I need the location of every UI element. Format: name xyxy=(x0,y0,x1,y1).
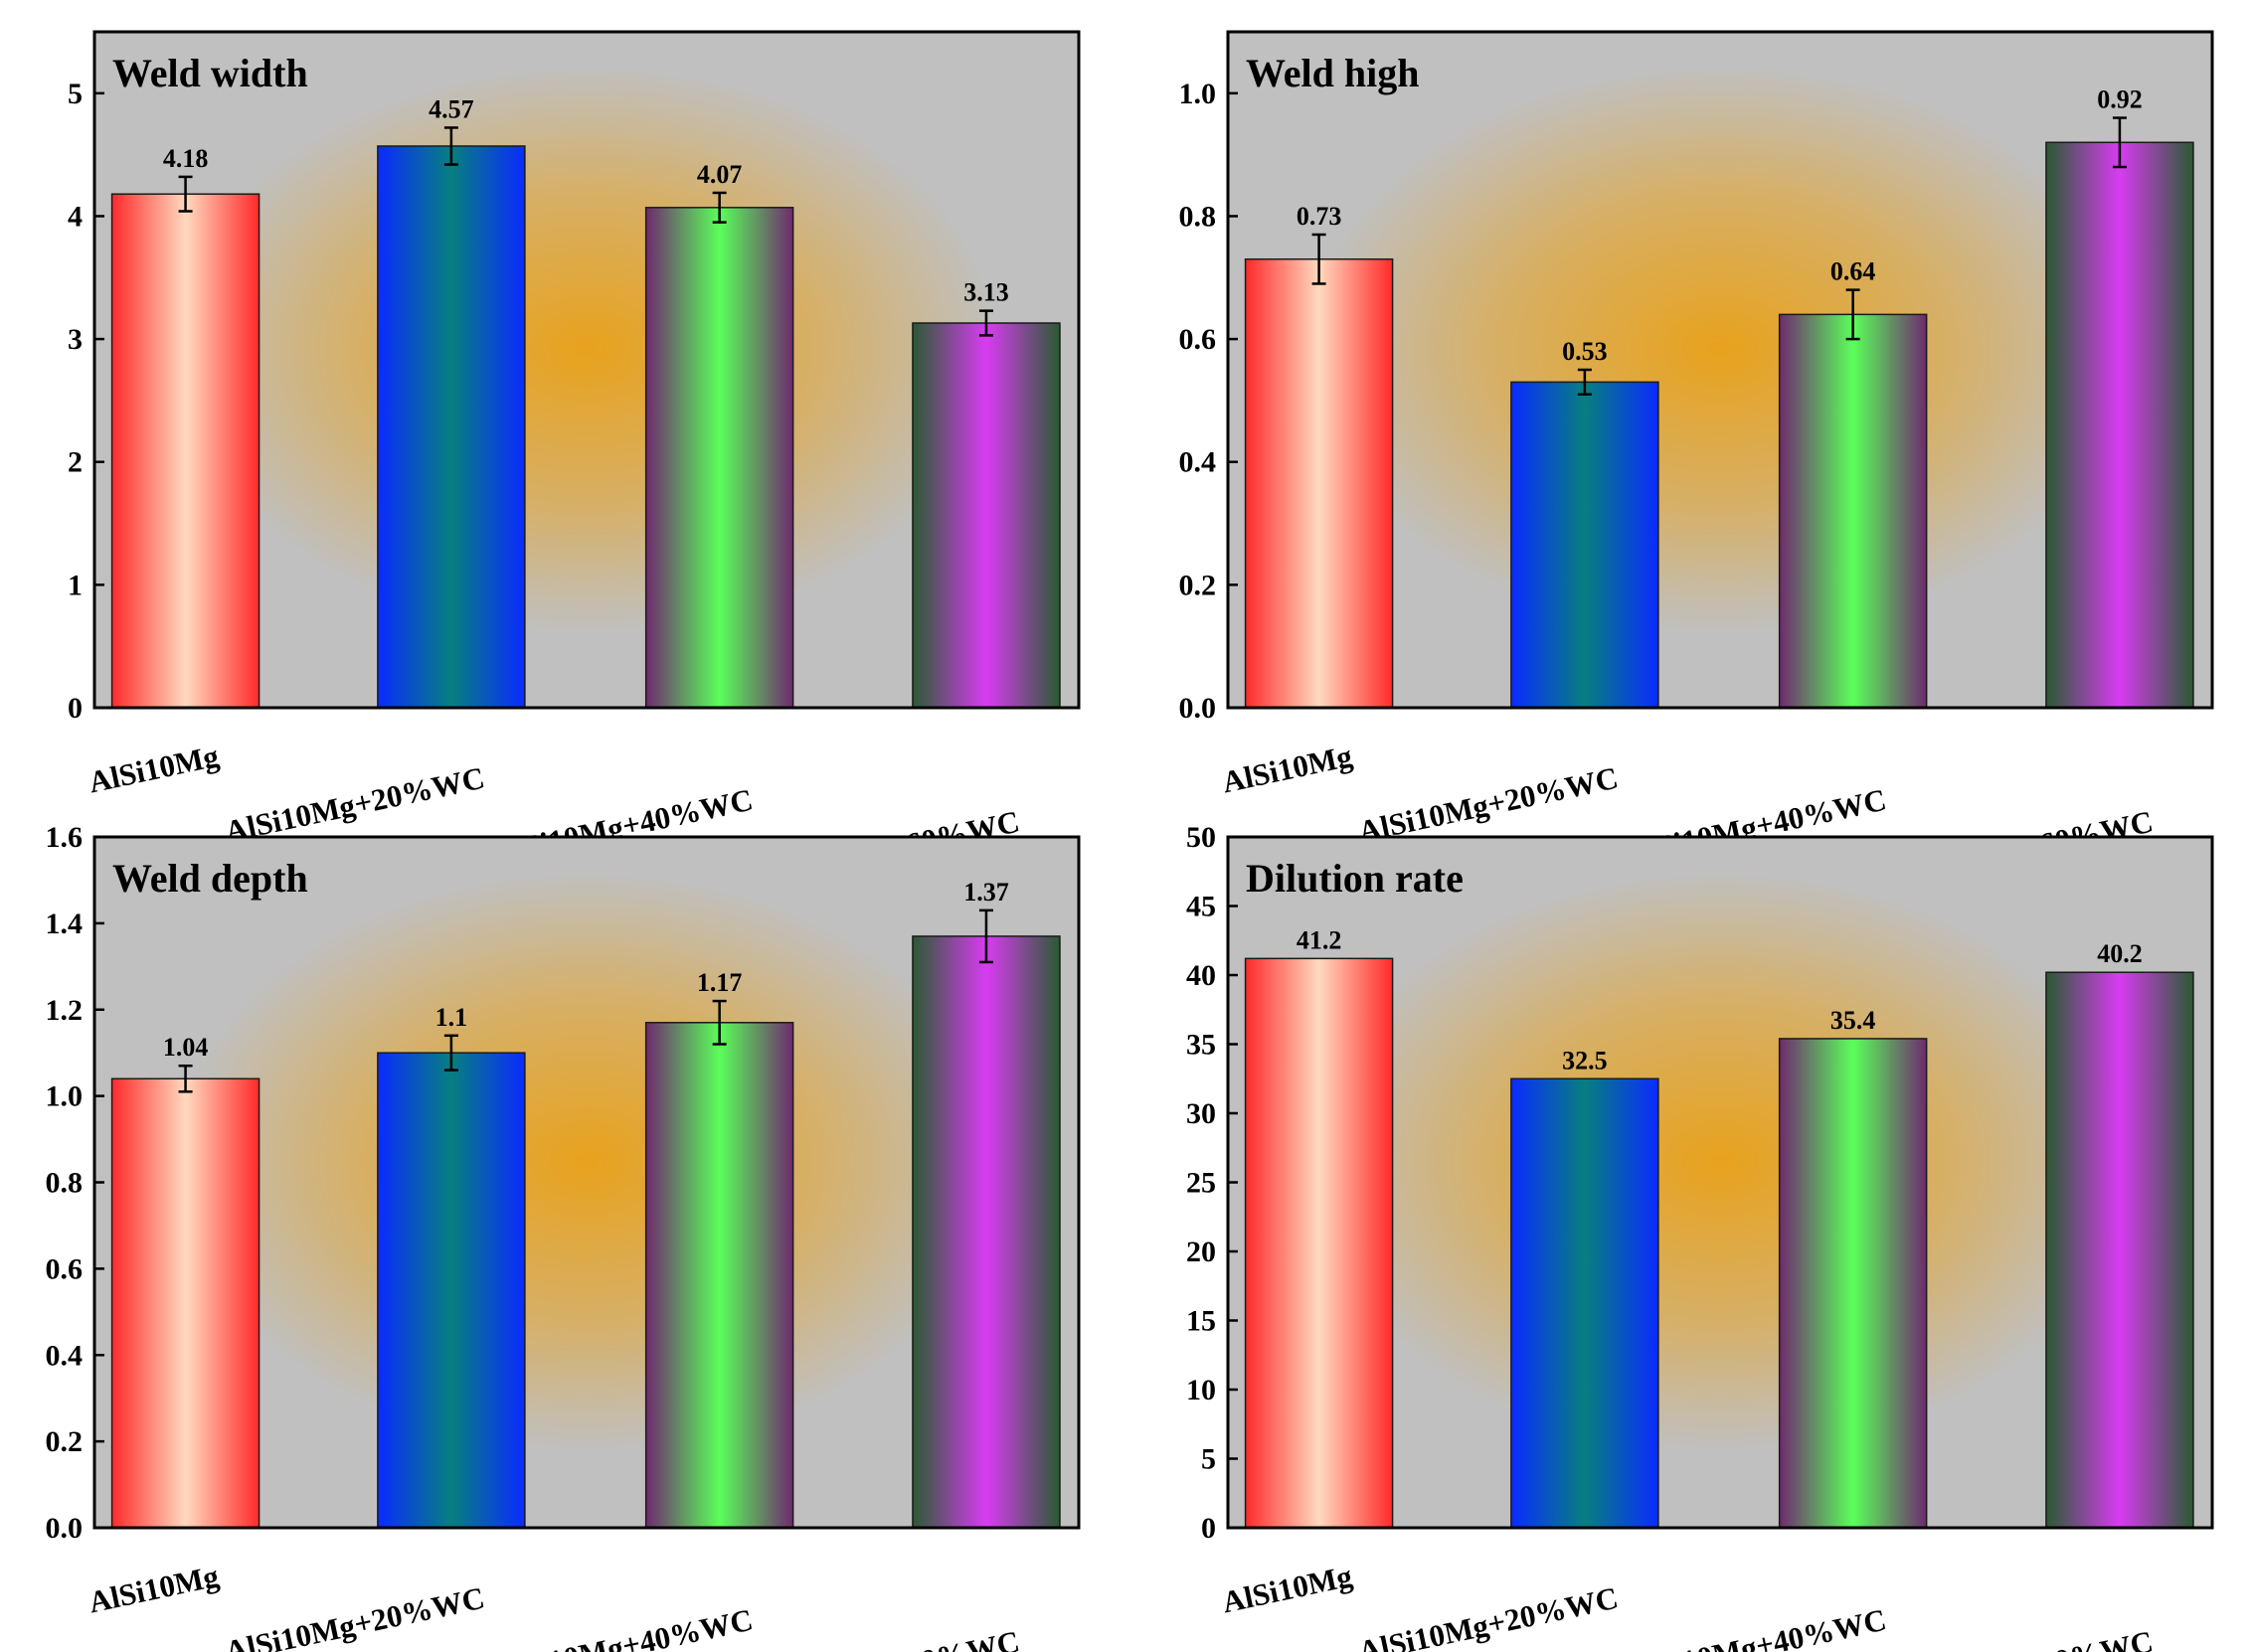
bar-1 xyxy=(110,193,260,709)
y-tick-label: 0 xyxy=(1201,1512,1216,1545)
plot-frame xyxy=(1226,30,2214,710)
bar-3 xyxy=(644,207,794,709)
value-label: 1.17 xyxy=(697,968,743,997)
value-label: 0.53 xyxy=(1562,337,1608,366)
y-tick-label: 0.8 xyxy=(1179,200,1217,233)
category-label: AlSi10Mg xyxy=(1219,1559,1355,1620)
bar-4 xyxy=(2045,141,2194,709)
value-label: 0.64 xyxy=(1830,257,1876,286)
y-tick-label: 2 xyxy=(68,446,83,479)
bar-4 xyxy=(912,322,1061,709)
category-label: AlSi10Mg+40%WC xyxy=(490,1602,756,1652)
background-glow xyxy=(173,871,1000,1452)
y-tick-label: 20 xyxy=(1186,1236,1216,1268)
panel-1: 4.18 4.57 4.07 3.13 0 1 2 3 4 5 Weld width AlSi10Mg… xyxy=(68,30,1081,893)
y-tick-label: 0.0 xyxy=(1179,692,1217,725)
y-tick-label: 0.6 xyxy=(1179,323,1217,356)
y-tick-label: 5 xyxy=(1201,1443,1216,1476)
category-label: AlSi10Mg+60%WC xyxy=(757,1624,1022,1652)
y-tick-label: 0.4 xyxy=(1179,446,1217,479)
background-glow xyxy=(173,66,1000,634)
panel-title: Dilution rate xyxy=(1246,856,1464,901)
panel-3: 1.04 1.1 1.17 1.37 0.0 0.2 0.4 0.6 0.8 1.0 1.2 1.4 1… xyxy=(46,821,1081,1652)
bar-1 xyxy=(110,1077,260,1529)
y-tick-label: 10 xyxy=(1186,1374,1216,1406)
background-glow xyxy=(1306,871,2134,1452)
y-tick-label: 0.2 xyxy=(46,1425,84,1458)
bar-2 xyxy=(377,145,526,709)
bar-2 xyxy=(1510,381,1659,709)
value-label: 0.73 xyxy=(1297,202,1342,231)
y-tick-label: 40 xyxy=(1186,959,1216,992)
category-label: AlSi10Mg+20%WC xyxy=(222,1580,487,1652)
panel-title: Weld width xyxy=(112,51,308,95)
y-tick-label: 0.8 xyxy=(46,1167,84,1200)
value-label: 1.1 xyxy=(435,1003,468,1032)
y-tick-label: 1.6 xyxy=(46,821,84,854)
y-tick-label: 4 xyxy=(68,200,83,233)
value-label: 4.07 xyxy=(697,160,743,189)
category-label: AlSi10Mg+40%WC xyxy=(1624,1602,1889,1652)
bar-2 xyxy=(1510,1077,1659,1529)
category-label: AlSi10Mg xyxy=(86,1559,222,1620)
category-label: AlSi10Mg+60%WC xyxy=(1890,1624,2156,1652)
value-label: 0.92 xyxy=(2097,85,2143,114)
panel-2: 0.73 0.53 0.64 0.92 0.0 0.2 0.4 0.6 0.8 1.0 Weld h… xyxy=(1179,30,2214,893)
value-label: 35.4 xyxy=(1830,1006,1876,1035)
y-tick-label: 3 xyxy=(68,323,83,356)
y-tick-label: 1.0 xyxy=(1179,78,1217,110)
y-tick-label: 1.2 xyxy=(46,994,84,1027)
value-label: 4.57 xyxy=(429,94,474,123)
y-tick-label: 0.2 xyxy=(1179,569,1217,601)
value-label: 40.2 xyxy=(2097,939,2143,968)
category-label: AlSi10Mg xyxy=(86,739,222,800)
bar-1 xyxy=(1244,257,1394,709)
y-tick-label: 0.0 xyxy=(46,1512,84,1545)
value-label: 1.37 xyxy=(963,878,1009,907)
value-label: 41.2 xyxy=(1297,925,1342,954)
plot-frame xyxy=(92,30,1081,710)
y-tick-label: 1 xyxy=(68,569,83,601)
bar-4 xyxy=(2045,971,2194,1529)
bar-1 xyxy=(1244,957,1394,1529)
bar-3 xyxy=(1778,313,1928,709)
value-label: 32.5 xyxy=(1562,1046,1608,1074)
y-tick-label: 0.6 xyxy=(46,1252,84,1285)
bar-3 xyxy=(1778,1038,1928,1529)
category-label: AlSi10Mg xyxy=(1219,739,1355,800)
panel-title: Weld depth xyxy=(112,856,308,901)
y-tick-label: 35 xyxy=(1186,1029,1216,1062)
y-tick-label: 1.0 xyxy=(46,1080,84,1113)
y-tick-label: 30 xyxy=(1186,1097,1216,1130)
value-label: 3.13 xyxy=(963,278,1009,307)
panel-title: Weld high xyxy=(1246,51,1420,95)
value-label: 1.04 xyxy=(163,1033,209,1062)
bar-4 xyxy=(912,935,1061,1529)
bar-2 xyxy=(377,1052,526,1529)
y-tick-label: 0 xyxy=(68,692,83,725)
y-tick-label: 50 xyxy=(1186,821,1216,854)
background-glow xyxy=(1306,66,2134,634)
panel-4: 41.2 32.5 35.4 40.2 0 5 10 15 20 25 30 35 40 45 50 Dilu… xyxy=(1186,821,2214,1652)
category-label: AlSi10Mg+20%WC xyxy=(1355,1580,1621,1652)
y-tick-label: 0.4 xyxy=(46,1339,84,1372)
y-tick-label: 5 xyxy=(68,78,83,110)
y-tick-label: 45 xyxy=(1186,891,1216,923)
y-tick-label: 15 xyxy=(1186,1305,1216,1338)
bar-3 xyxy=(644,1022,794,1529)
value-label: 4.18 xyxy=(163,144,209,173)
y-tick-label: 25 xyxy=(1186,1167,1216,1200)
y-tick-label: 1.4 xyxy=(46,908,84,940)
